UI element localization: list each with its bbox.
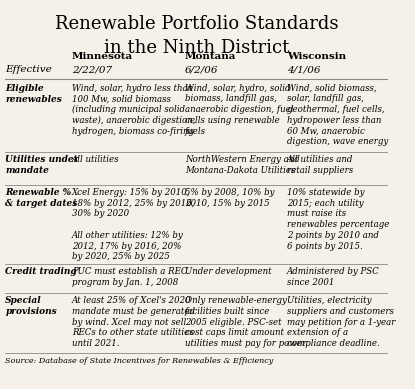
Text: Wisconsin: Wisconsin xyxy=(287,52,346,61)
Text: Effective: Effective xyxy=(5,65,52,74)
Text: All utilities: All utilities xyxy=(72,155,120,164)
Text: Renewable %
& target dates: Renewable % & target dates xyxy=(5,188,78,208)
Text: Wind, solar, hydro, solid
biomass, landfill gas,
anaerobic digestion, fuel
cells: Wind, solar, hydro, solid biomass, landf… xyxy=(185,84,293,136)
Text: Montana: Montana xyxy=(185,52,236,61)
Text: NorthWestern Energy and
Montana-Dakota Utilities: NorthWestern Energy and Montana-Dakota U… xyxy=(185,155,300,175)
Text: 6/2/06: 6/2/06 xyxy=(185,65,218,74)
Text: Wind, solar, hydro less than
100 Mw, solid biomass
(including municipal solid
wa: Wind, solar, hydro less than 100 Mw, sol… xyxy=(72,84,195,136)
Text: All utilities and
retail suppliers: All utilities and retail suppliers xyxy=(287,155,353,175)
Text: Only renewable-energy
facilities built since
2005 eligible. PSC-set
cost caps li: Only renewable-energy facilities built s… xyxy=(185,296,308,348)
Text: 2/22/07: 2/22/07 xyxy=(72,65,112,74)
Text: 4/1/06: 4/1/06 xyxy=(287,65,320,74)
Text: Utilities under
mandate: Utilities under mandate xyxy=(5,155,79,175)
Text: Wind, solid biomass,
solar, landfill gas,
geothermal, fuel cells,
hydropower les: Wind, solid biomass, solar, landfill gas… xyxy=(287,84,388,146)
Text: Source: Database of State Incentives for Renewables & Efficiency: Source: Database of State Incentives for… xyxy=(5,357,273,365)
Text: 10% statewide by
2015; each utility
must raise its
renewables percentage
2 point: 10% statewide by 2015; each utility must… xyxy=(287,188,389,251)
Text: Minnesota: Minnesota xyxy=(72,52,133,61)
Text: PUC must establish a REC
program by Jan. 1, 2008: PUC must establish a REC program by Jan.… xyxy=(72,267,188,287)
Text: Xcel Energy: 15% by 2010,
18% by 2012, 25% by 2016,
30% by 2020

All other utili: Xcel Energy: 15% by 2010, 18% by 2012, 2… xyxy=(72,188,195,261)
Text: Renewable Portfolio Standards
in the Ninth District: Renewable Portfolio Standards in the Nin… xyxy=(54,15,338,56)
Text: 5% by 2008, 10% by
2010, 15% by 2015: 5% by 2008, 10% by 2010, 15% by 2015 xyxy=(185,188,274,208)
Text: Special
provisions: Special provisions xyxy=(5,296,57,316)
Text: Eligible
renewables: Eligible renewables xyxy=(5,84,62,104)
Text: Under development: Under development xyxy=(185,267,271,276)
Text: Administered by PSC
since 2001: Administered by PSC since 2001 xyxy=(287,267,380,287)
Text: Utilities, electricity
suppliers and customers
may petition for a 1-year
extensi: Utilities, electricity suppliers and cus… xyxy=(287,296,395,348)
Text: Credit trading: Credit trading xyxy=(5,267,77,276)
Text: At least 25% of Xcel's 2020
mandate must be generated
by wind. Xcel may not sell: At least 25% of Xcel's 2020 mandate must… xyxy=(72,296,195,348)
